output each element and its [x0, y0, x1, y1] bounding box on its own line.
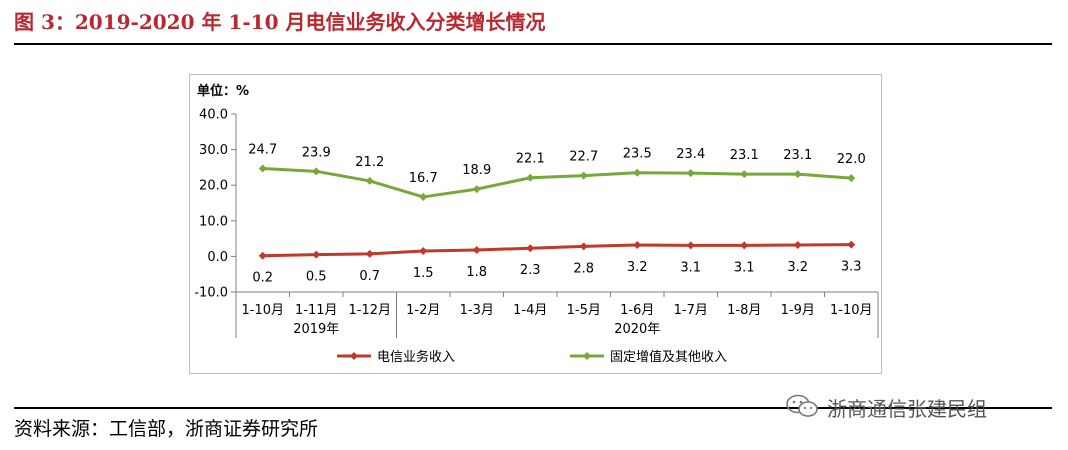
data-point-marker [472, 245, 481, 254]
y-tick-label: 20.0 [199, 179, 228, 194]
title-divider [14, 43, 1052, 45]
x-tick-label: 1-4月 [513, 303, 547, 318]
x-tick-label: 1-2月 [406, 303, 440, 318]
year-group-label: 2020年 [614, 322, 660, 337]
data-point-marker [740, 241, 749, 250]
data-point-marker [579, 171, 588, 180]
x-tick-label: 1-9月 [781, 303, 815, 318]
source-divider [14, 407, 1052, 409]
legend-swatch-marker [350, 352, 358, 360]
data-label: 3.1 [680, 260, 701, 275]
data-label: 1.8 [466, 265, 487, 280]
data-label: 22.0 [837, 152, 866, 167]
watermark: 浙商通信张建民组 [785, 391, 1045, 421]
x-tick-label: 1-3月 [460, 303, 494, 318]
wechat-icon [786, 394, 818, 417]
data-label: 0.7 [359, 269, 380, 284]
data-label: 21.2 [355, 155, 384, 170]
data-point-marker [365, 249, 374, 258]
data-label: 0.5 [306, 270, 327, 285]
unit-label: 单位：% [197, 83, 249, 99]
data-point-marker [419, 247, 428, 256]
data-label: 2.3 [520, 263, 541, 278]
chart-frame: 单位：% -10.0 0.0 10.0 20.0 30.0 40.0 1-10月 1-11月 1-… [189, 74, 882, 374]
data-point-marker [419, 192, 428, 201]
data-point-marker [793, 241, 802, 250]
y-tick-label: 10.0 [199, 214, 228, 229]
x-tick-label: 1-8月 [727, 303, 761, 318]
source-note: 资料来源：工信部，浙商证券研究所 [14, 418, 319, 440]
data-label: 24.7 [248, 142, 277, 157]
data-point-marker [686, 169, 695, 178]
data-label: 2.8 [573, 261, 594, 276]
data-point-marker [633, 241, 642, 250]
data-point-marker [579, 242, 588, 251]
figure-title: 图 3：2019-2020 年 1-10 月电信业务收入分类增长情况 [14, 10, 546, 34]
y-tick-label: -10.0 [194, 286, 228, 301]
data-label: 22.1 [516, 152, 545, 167]
x-tick-label: 1-6月 [620, 303, 654, 318]
data-label: 3.1 [734, 260, 755, 275]
data-label: 16.7 [409, 171, 438, 186]
data-label: 3.2 [787, 260, 808, 275]
legend-swatch-marker [583, 352, 591, 360]
x-tick-label: 1-10月 [830, 303, 873, 318]
data-point-marker [633, 168, 642, 177]
data-label: 3.2 [627, 260, 648, 275]
data-label: 3.3 [841, 260, 862, 275]
data-point-marker [365, 176, 374, 185]
data-label: 18.9 [462, 163, 491, 178]
data-label: 0.2 [252, 271, 273, 286]
x-tick-label: 1-12月 [348, 303, 391, 318]
data-label: 22.7 [569, 150, 598, 165]
legend-label: 电信业务收入 [377, 349, 455, 365]
data-label: 23.4 [676, 147, 705, 162]
series-line [262, 166, 852, 199]
x-tick-label: 1-7月 [674, 303, 708, 318]
data-label: 23.5 [623, 147, 652, 162]
watermark-text: 浙商通信张建民组 [827, 397, 987, 421]
data-point-marker [472, 185, 481, 194]
data-point-marker [793, 170, 802, 179]
data-point-marker [847, 174, 856, 183]
year-group-label: 2019年 [293, 322, 339, 337]
y-tick-label: 0.0 [207, 250, 228, 265]
data-point-marker [312, 250, 321, 259]
data-point-marker [312, 167, 321, 176]
data-point-marker [526, 173, 535, 182]
data-label: 23.1 [730, 148, 759, 163]
data-point-marker [740, 170, 749, 179]
x-tick-label: 1-10月 [241, 303, 284, 318]
data-point-marker [258, 164, 267, 173]
line-chart: 单位：% -10.0 0.0 10.0 20.0 30.0 40.0 1-10月 1-11月 1-… [194, 83, 879, 365]
data-label: 1.5 [413, 266, 434, 281]
legend-label: 固定增值及其他收入 [610, 349, 727, 365]
data-point-marker [686, 241, 695, 250]
y-tick-label: 40.0 [199, 108, 228, 123]
series-line [262, 243, 852, 258]
data-label: 23.9 [302, 145, 331, 160]
y-tick-label: 30.0 [199, 143, 228, 158]
data-point-marker [847, 240, 856, 249]
x-tick-label: 1-5月 [567, 303, 601, 318]
x-tick-label: 1-11月 [295, 303, 338, 318]
data-point-marker [258, 251, 267, 260]
data-label: 23.1 [783, 148, 812, 163]
data-point-marker [526, 244, 535, 253]
